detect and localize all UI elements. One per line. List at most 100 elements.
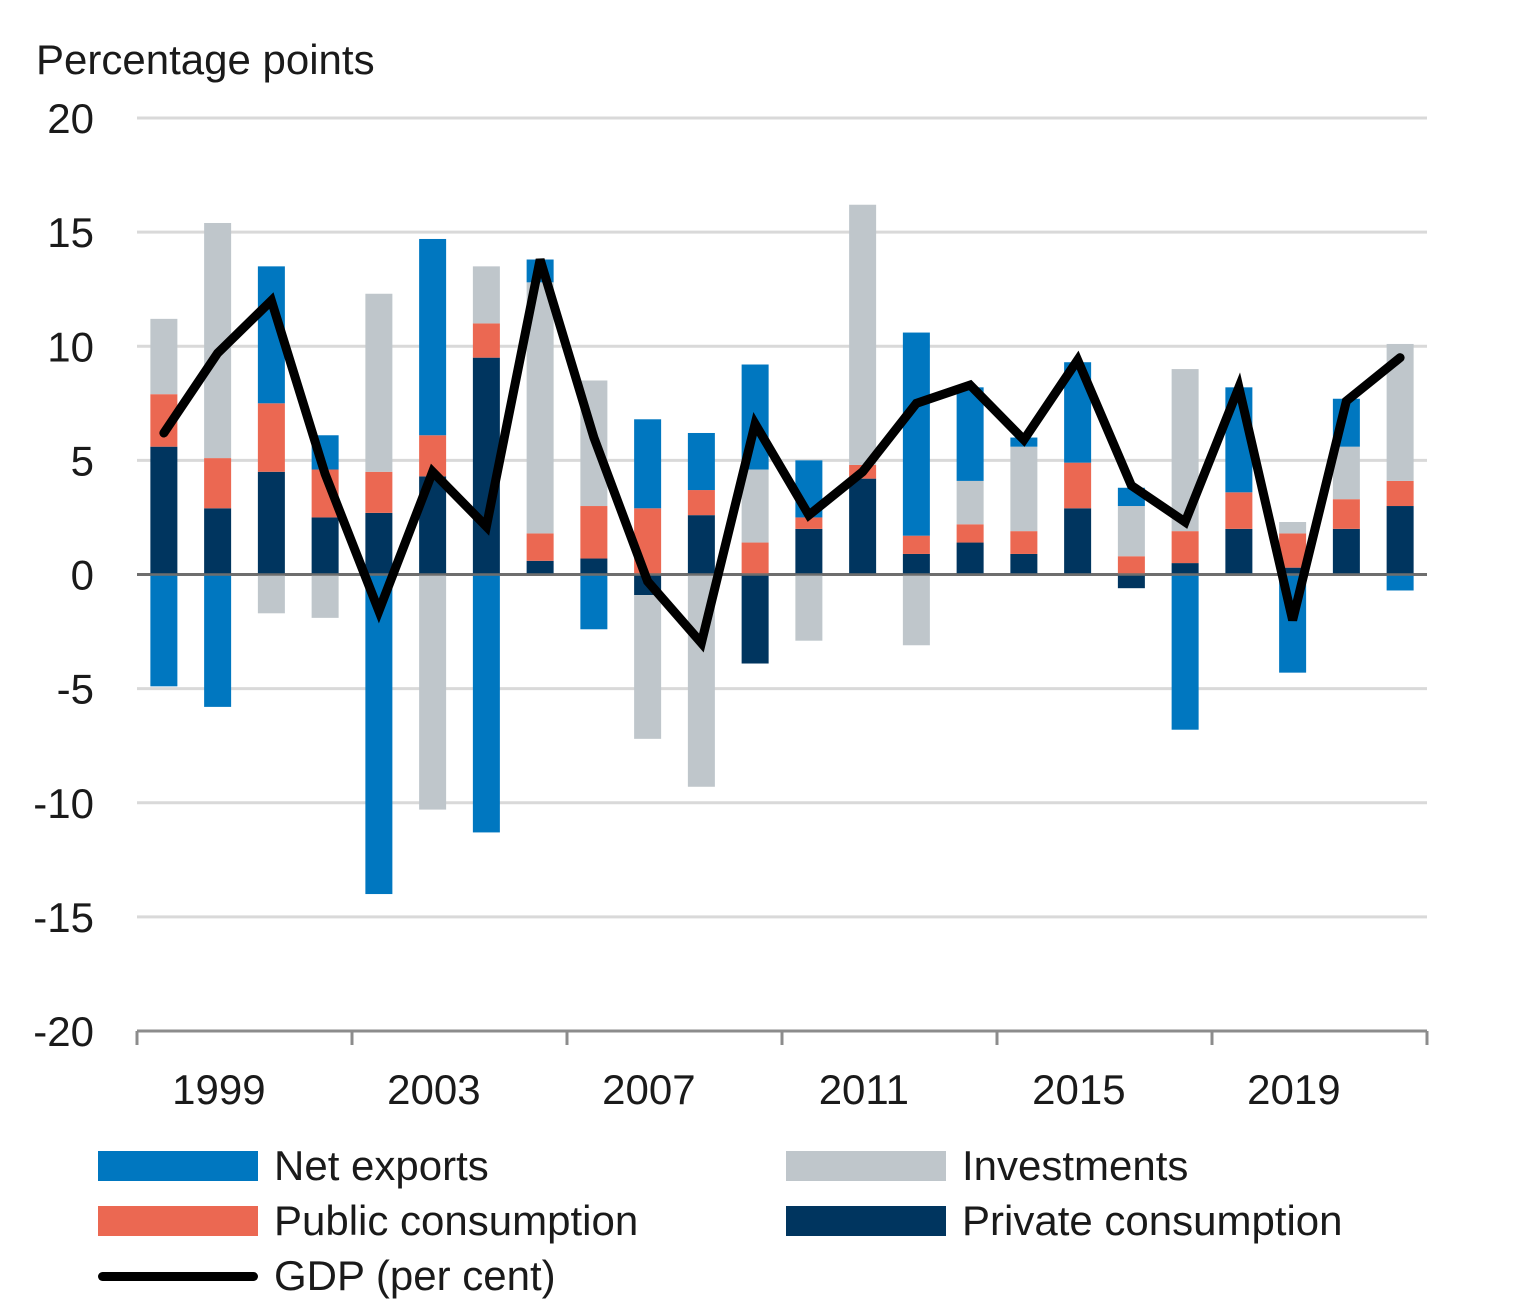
bar-private-consumption-2000 bbox=[204, 508, 232, 575]
bar-net-exports-2009 bbox=[687, 432, 715, 491]
x-tick-label: 1999 bbox=[172, 1066, 265, 1113]
bar-public-consumption-2007 bbox=[580, 506, 608, 559]
bar-investments-2005 bbox=[472, 266, 500, 324]
bar-private-consumption-2007 bbox=[580, 558, 608, 575]
legend-item-gdp: GDP (per cent) bbox=[98, 1252, 556, 1300]
bar-private-consumption-2017 bbox=[1117, 574, 1145, 589]
bar-net-exports-2008 bbox=[634, 419, 662, 509]
bar-public-consumption-2001 bbox=[257, 403, 285, 472]
bar-public-consumption-2017 bbox=[1117, 556, 1145, 575]
bar-public-consumption-2022 bbox=[1386, 480, 1414, 507]
legend-swatch-private-consumption bbox=[786, 1206, 946, 1236]
x-tick-label: 2003 bbox=[387, 1066, 480, 1113]
bar-investments-2015 bbox=[1010, 446, 1038, 532]
bar-private-consumption-2019 bbox=[1225, 528, 1253, 575]
bar-investments-2020 bbox=[1279, 522, 1307, 534]
bar-private-consumption-2001 bbox=[257, 471, 285, 575]
x-tick-label: 2015 bbox=[1032, 1066, 1125, 1113]
bar-public-consumption-2006 bbox=[526, 533, 554, 561]
bar-private-consumption-2014 bbox=[956, 542, 984, 575]
y-tick-label: 15 bbox=[47, 209, 94, 256]
bar-investments-2003 bbox=[365, 293, 393, 472]
legend-line-gdp bbox=[98, 1271, 258, 1281]
bar-net-exports-2022 bbox=[1386, 574, 1414, 591]
x-tick-label: 2011 bbox=[819, 1066, 909, 1113]
legend-swatch-net-exports bbox=[98, 1151, 258, 1181]
y-tick-label: -20 bbox=[33, 1008, 94, 1055]
bar-investments-2011 bbox=[795, 574, 823, 641]
legend-swatch-investments bbox=[786, 1151, 946, 1181]
bar-private-consumption-2012 bbox=[849, 478, 877, 575]
legend-label-private-consumption: Private consumption bbox=[962, 1197, 1343, 1244]
y-tick-label: 10 bbox=[47, 323, 94, 370]
bar-net-exports-2005 bbox=[472, 574, 500, 833]
y-tick-label: 0 bbox=[71, 552, 94, 599]
bar-private-consumption-2022 bbox=[1386, 506, 1414, 575]
bar-public-consumption-2016 bbox=[1064, 462, 1092, 509]
bar-private-consumption-2010 bbox=[741, 574, 769, 664]
bar-private-consumption-2018 bbox=[1171, 563, 1199, 575]
y-tick-label: 5 bbox=[71, 437, 94, 484]
legend-item-investments: Investments bbox=[786, 1142, 1188, 1190]
bar-public-consumption-2005 bbox=[472, 323, 500, 358]
bar-public-consumption-2014 bbox=[956, 524, 984, 543]
legend-label-gdp: GDP (per cent) bbox=[274, 1252, 556, 1299]
bar-private-consumption-2006 bbox=[526, 560, 554, 575]
legend: Net exports Investments Public consumpti… bbox=[98, 1142, 1498, 1307]
bar-investments-2002 bbox=[311, 574, 339, 618]
legend-label-investments: Investments bbox=[962, 1142, 1189, 1189]
y-tick-label: -15 bbox=[33, 894, 94, 941]
y-tick-label: -10 bbox=[33, 780, 94, 827]
bar-net-exports-2018 bbox=[1171, 574, 1199, 730]
bar-investments-2017 bbox=[1117, 506, 1145, 557]
bar-investments-1999 bbox=[150, 318, 178, 395]
bar-investments-2012 bbox=[849, 204, 877, 465]
bar-public-consumption-2010 bbox=[741, 542, 769, 575]
bar-investments-2013 bbox=[902, 574, 930, 646]
bar-public-consumption-2003 bbox=[365, 471, 393, 513]
x-tick-label: 2019 bbox=[1247, 1066, 1340, 1113]
bar-investments-2001 bbox=[257, 574, 285, 614]
gdp-line bbox=[159, 258, 1405, 653]
legend-item-public-consumption: Public consumption bbox=[98, 1197, 638, 1245]
bar-net-exports-2007 bbox=[580, 574, 608, 630]
bar-net-exports-2000 bbox=[204, 574, 232, 707]
bar-net-exports-1999 bbox=[150, 574, 178, 687]
x-tick-label: 2007 bbox=[602, 1066, 695, 1113]
bar-private-consumption-2021 bbox=[1332, 528, 1360, 575]
bar-net-exports-2014 bbox=[956, 387, 984, 481]
bar-investments-2004 bbox=[419, 574, 447, 810]
y-axis-label: Percentage points bbox=[36, 36, 375, 83]
bar-private-consumption-2013 bbox=[902, 553, 930, 575]
legend-label-public-consumption: Public consumption bbox=[274, 1197, 639, 1244]
bar-public-consumption-2011 bbox=[795, 517, 823, 529]
bar-private-consumption-2015 bbox=[1010, 553, 1038, 575]
y-tick-label: 20 bbox=[47, 95, 94, 142]
bar-public-consumption-2015 bbox=[1010, 531, 1038, 554]
bar-net-exports-2004 bbox=[419, 238, 447, 436]
bar-private-consumption-2003 bbox=[365, 512, 393, 575]
legend-swatch-public-consumption bbox=[98, 1206, 258, 1236]
bar-private-consumption-2016 bbox=[1064, 508, 1092, 575]
bar-investments-2008 bbox=[634, 595, 662, 739]
legend-label-net-exports: Net exports bbox=[274, 1142, 489, 1189]
bar-private-consumption-2020 bbox=[1279, 567, 1307, 575]
bar-public-consumption-2018 bbox=[1171, 531, 1199, 564]
bar-investments-2010 bbox=[741, 469, 769, 543]
bar-public-consumption-2019 bbox=[1225, 492, 1253, 529]
y-tick-label: -5 bbox=[57, 666, 94, 713]
bar-private-consumption-2011 bbox=[795, 528, 823, 575]
bar-private-consumption-2002 bbox=[311, 517, 339, 575]
bar-investments-2014 bbox=[956, 480, 984, 525]
bar-public-consumption-2000 bbox=[204, 458, 232, 509]
bar-net-exports-2003 bbox=[365, 574, 393, 895]
bar-public-consumption-2013 bbox=[902, 535, 930, 554]
bar-private-consumption-2009 bbox=[687, 515, 715, 575]
bar-private-consumption-1999 bbox=[150, 446, 178, 575]
legend-item-net-exports: Net exports bbox=[98, 1142, 489, 1190]
legend-item-private-consumption: Private consumption bbox=[786, 1197, 1343, 1245]
bar-net-exports-2013 bbox=[902, 332, 930, 536]
bar-public-consumption-2021 bbox=[1332, 499, 1360, 529]
bar-public-consumption-2009 bbox=[687, 490, 715, 516]
